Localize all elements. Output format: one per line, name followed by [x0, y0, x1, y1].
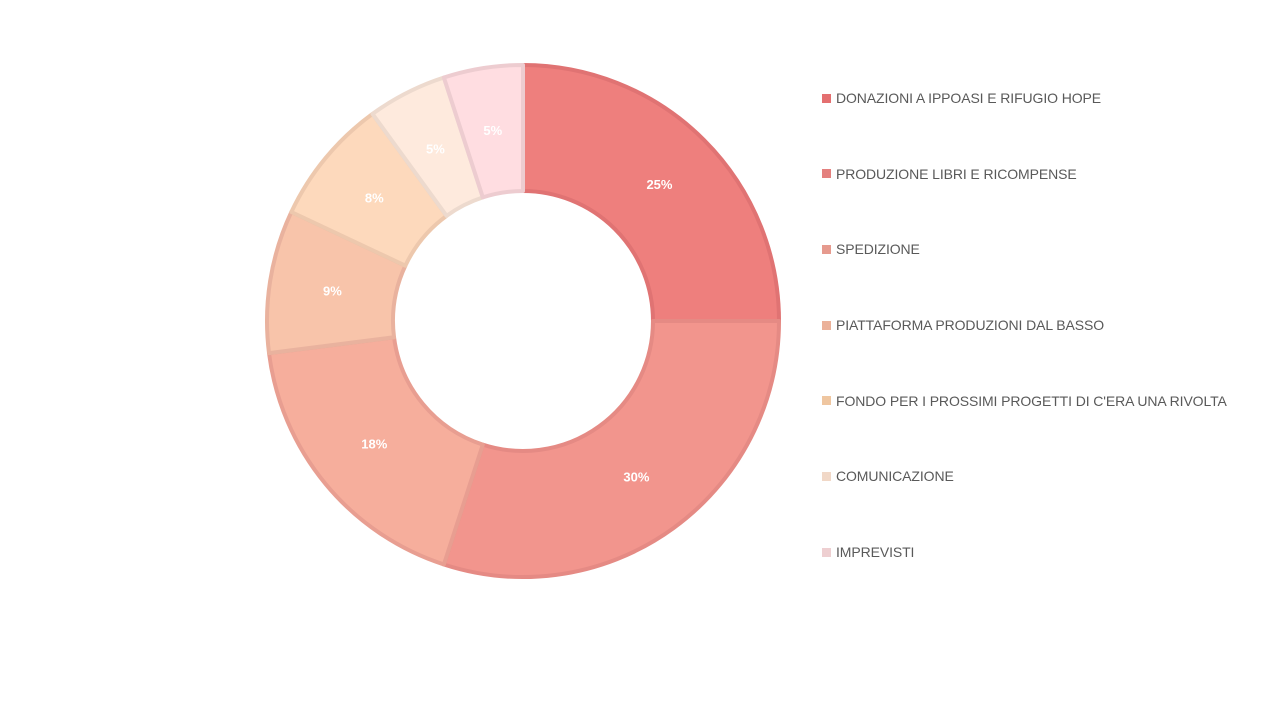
legend-item-3: SPEDIZIONE	[822, 237, 1262, 261]
legend: DONAZIONI A IPPOASI E RIFUGIO HOPE PRODUZ…	[822, 86, 1262, 616]
legend-swatch-5	[822, 396, 831, 406]
legend-swatch-2	[822, 169, 831, 179]
legend-item-2: PRODUZIONE LIBRI E RICOMPENSE	[822, 162, 1262, 186]
donut-slice-2	[441, 319, 781, 579]
legend-swatch-6	[822, 471, 831, 481]
donut-slice-1	[521, 63, 781, 323]
legend-label-5: FONDO PER I PROSSIMI PROGETTI DI C'ERA U…	[836, 392, 1227, 409]
donut-slice-3	[267, 335, 485, 567]
slice-data-label-3: 18%	[361, 437, 387, 452]
legend-label-3: SPEDIZIONE	[836, 241, 920, 258]
legend-label-7: IMPREVISTI	[836, 544, 915, 561]
slice-data-label-6: 5%	[426, 142, 445, 157]
legend-label-2: PRODUZIONE LIBRI E RICOMPENSE	[836, 165, 1077, 182]
legend-swatch-4	[822, 320, 831, 330]
legend-label-1: DONAZIONI A IPPOASI E RIFUGIO HOPE	[836, 90, 1101, 106]
slice-data-label-4: 9%	[323, 283, 342, 298]
legend-item-5: FONDO PER I PROSSIMI PROGETTI DI C'ERA U…	[822, 389, 1262, 413]
slice-data-label-1: 25%	[646, 177, 672, 192]
donut-chart: 25% 30% 18% 9% 8% 5% 5%	[265, 63, 781, 579]
legend-item-4: PIATTAFORMA PRODUZIONI DAL BASSO	[822, 313, 1262, 337]
donut-slice-7	[441, 63, 525, 200]
legend-swatch-1	[822, 93, 831, 103]
legend-swatch-7	[822, 547, 831, 557]
legend-label-6: COMUNICAZIONE	[836, 468, 954, 485]
slice-data-label-5: 8%	[365, 190, 384, 205]
legend-label-4: PIATTAFORMA PRODUZIONI DAL BASSO	[836, 317, 1105, 334]
legend-item-6: COMUNICAZIONE	[822, 464, 1262, 488]
slice-data-label-2: 30%	[623, 470, 649, 485]
legend-item-1: DONAZIONI A IPPOASI E RIFUGIO HOPE	[822, 86, 1262, 110]
legend-swatch-3	[822, 244, 831, 254]
slice-data-label-7: 5%	[483, 123, 502, 138]
legend-item-7: IMPREVISTI	[822, 540, 1262, 564]
